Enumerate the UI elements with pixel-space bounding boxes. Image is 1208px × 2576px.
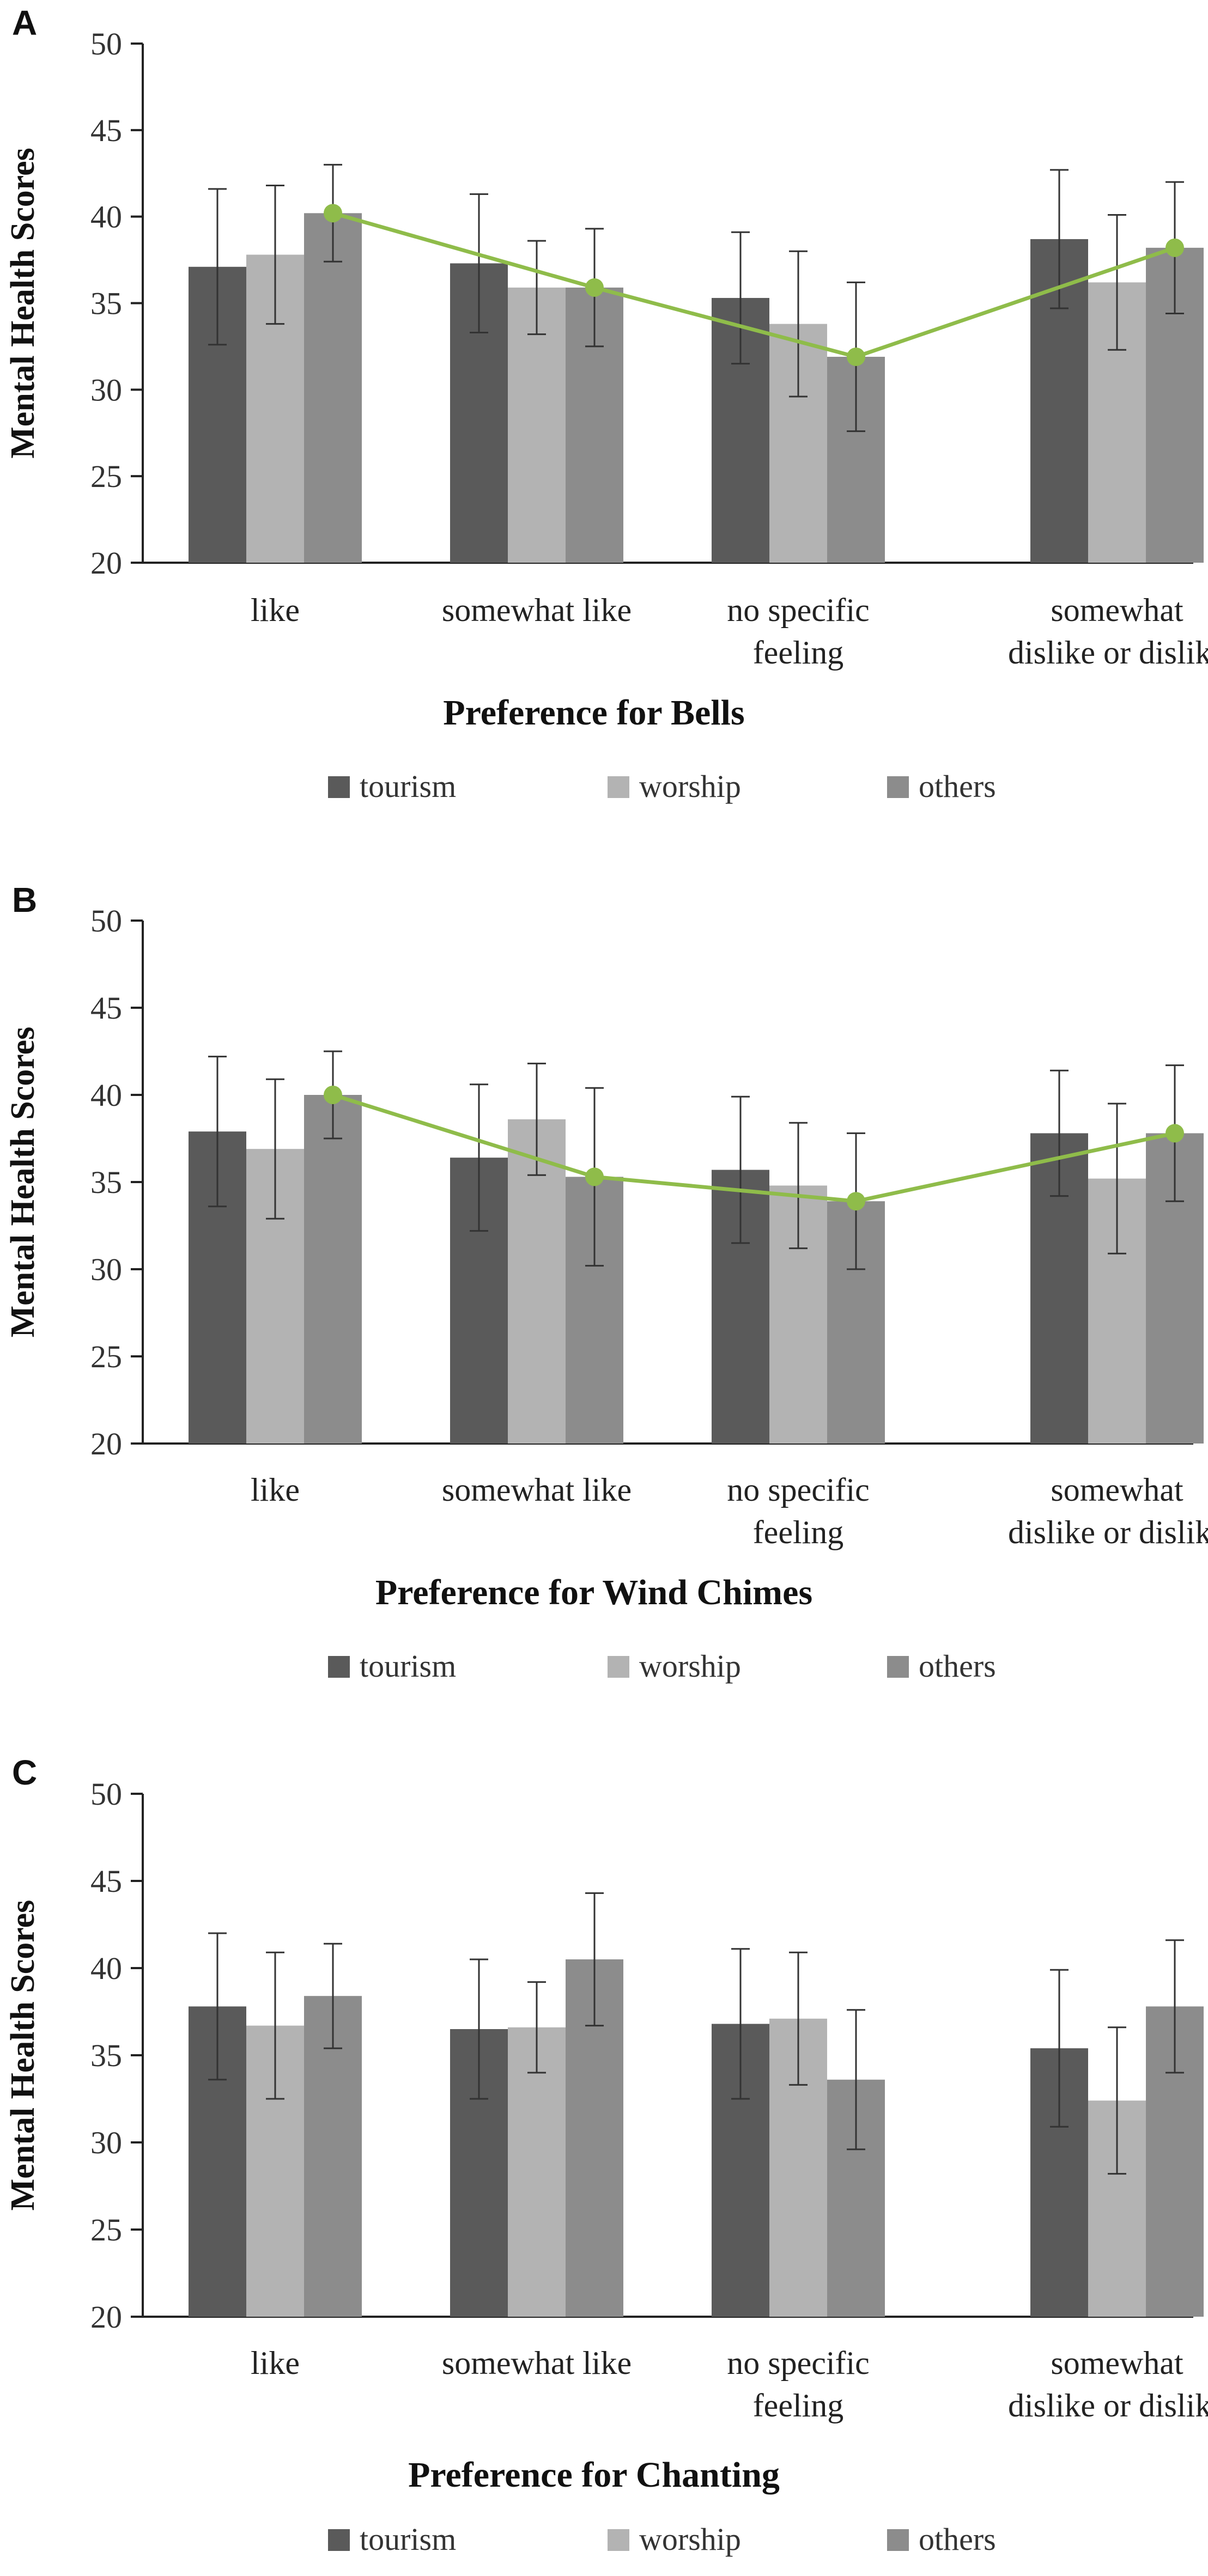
y-tick-label: 20 (90, 1426, 122, 1461)
chart-panel-c: C 20 25 30 35 40 45 50 Mental Health Scores like s… (4, 1753, 1208, 2557)
trend-point (1165, 1124, 1184, 1143)
y-tick-label: 40 (90, 1951, 122, 1986)
bar-others (304, 213, 362, 563)
x-axis-label: Preference for Bells (443, 693, 744, 733)
y-tick-label: 35 (90, 286, 122, 321)
x-axis-label: Preference for Chanting (408, 2455, 780, 2495)
y-tick-label: 35 (90, 2038, 122, 2073)
y-tick-label: 30 (90, 2125, 122, 2160)
trend-point (847, 1192, 865, 1211)
chart-panel-b: B 20 25 30 35 40 45 50 Mental Health Scores like s… (4, 880, 1208, 1684)
y-tick-label: 30 (90, 1252, 122, 1287)
legend-label-worship: worship (639, 769, 741, 804)
trend-point (585, 278, 604, 297)
y-tick-label: 30 (90, 372, 122, 407)
y-tick-label: 35 (90, 1165, 122, 1200)
trend-point (847, 347, 865, 366)
category-label: somewhat like (442, 592, 632, 628)
legend-swatch-tourism (328, 2529, 350, 2551)
bar-others (304, 1095, 362, 1444)
legend-label-tourism: tourism (360, 769, 456, 804)
category-label: somewhat (1051, 1472, 1183, 1508)
category-label: dislike or dislike (1008, 635, 1208, 671)
legend-label-others: others (919, 769, 996, 804)
category-label: somewhat like (442, 1472, 632, 1508)
y-axis-label: Mental Health Scores (4, 1900, 41, 2211)
legend-label-worship: worship (639, 1648, 741, 1684)
category-label: like (251, 1472, 300, 1508)
category-label: feeling (753, 1514, 844, 1550)
y-tick-label: 50 (90, 903, 122, 939)
y-tick-label: 25 (90, 459, 122, 494)
y-tick-label: 45 (90, 1864, 122, 1899)
category-label: no specific (727, 592, 870, 628)
bar-worship (508, 2027, 566, 2317)
legend-label-tourism: tourism (360, 1648, 456, 1684)
y-tick-label: 20 (90, 545, 122, 581)
category-label: like (251, 592, 300, 628)
panel-letter: A (12, 3, 37, 42)
category-label: somewhat (1051, 2345, 1183, 2381)
category-label: feeling (753, 635, 844, 671)
panel-letter: C (12, 1753, 37, 1792)
y-tick-label: 50 (90, 1776, 122, 1812)
category-label: dislike or dislike (1008, 2388, 1208, 2423)
chart-panel-a: A 20 25 30 35 40 45 50 Mental Health Scores like s… (4, 3, 1208, 804)
y-tick-label: 20 (90, 2299, 122, 2335)
y-tick-label: 50 (90, 26, 122, 62)
category-label: feeling (753, 2388, 844, 2423)
x-axis-label: Preference for Wind Chimes (375, 1573, 812, 1612)
y-axis-label: Mental Health Scores (4, 148, 41, 459)
legend-swatch-worship (608, 1656, 629, 1678)
legend-swatch-tourism (328, 776, 350, 798)
y-tick-label: 25 (90, 2212, 122, 2248)
legend-label-others: others (919, 2522, 996, 2557)
legend-swatch-others (887, 2529, 909, 2551)
trend-point (324, 204, 342, 223)
category-label: somewhat like (442, 2345, 632, 2381)
legend-label-others: others (919, 1648, 996, 1684)
legend-swatch-others (887, 776, 909, 798)
y-axis-label: Mental Health Scores (4, 1027, 41, 1338)
category-label: dislike or dislike (1008, 1514, 1208, 1550)
category-label: somewhat (1051, 592, 1183, 628)
category-label: no specific (727, 2345, 870, 2381)
legend-swatch-worship (608, 776, 629, 798)
category-label: no specific (727, 1472, 870, 1508)
legend-swatch-others (887, 1656, 909, 1678)
legend-label-worship: worship (639, 2522, 741, 2557)
category-label: like (251, 2345, 300, 2381)
panel-letter: B (12, 880, 37, 919)
y-tick-label: 45 (90, 990, 122, 1026)
legend-swatch-tourism (328, 1656, 350, 1678)
y-tick-label: 25 (90, 1339, 122, 1374)
y-tick-label: 40 (90, 1077, 122, 1113)
y-tick-label: 40 (90, 199, 122, 235)
legend-swatch-worship (608, 2529, 629, 2551)
trend-line (332, 211, 1176, 359)
trend-point (1165, 238, 1184, 257)
trend-line (332, 1093, 1175, 1203)
trend-point (585, 1167, 604, 1186)
legend-label-tourism: tourism (360, 2522, 456, 2557)
bar-others (304, 1996, 362, 2317)
y-tick-label: 45 (90, 113, 122, 148)
trend-point (324, 1086, 342, 1104)
